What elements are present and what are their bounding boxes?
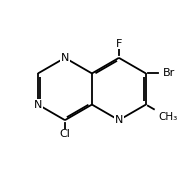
Text: N: N [115, 115, 123, 125]
Text: Br: Br [163, 68, 176, 78]
Text: N: N [34, 100, 42, 110]
Text: Cl: Cl [60, 129, 70, 139]
Text: N: N [61, 53, 69, 63]
Text: F: F [116, 39, 122, 49]
Text: CH₃: CH₃ [158, 112, 178, 122]
